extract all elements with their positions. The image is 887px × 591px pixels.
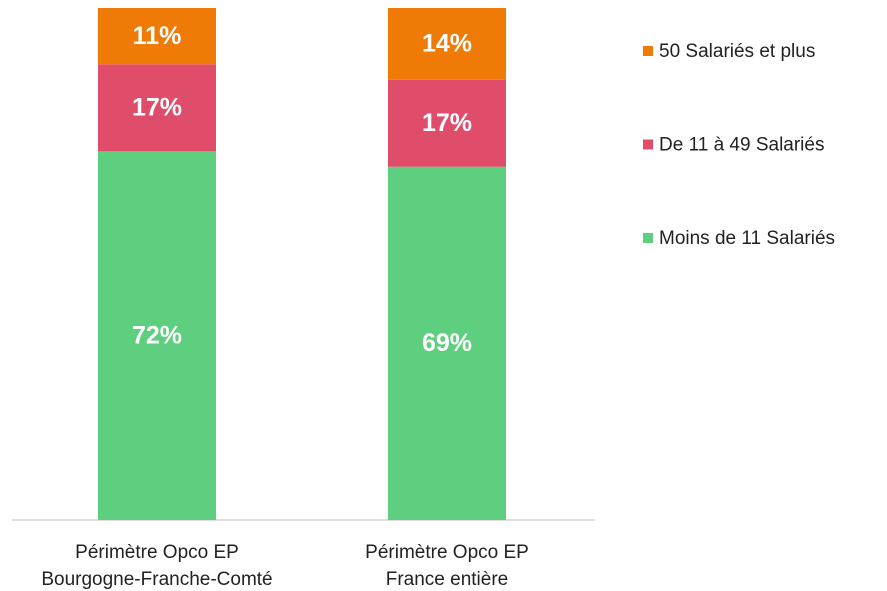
- bar-segment: [98, 64, 216, 152]
- x-tick-label: Bourgogne-Franche-Comté: [41, 569, 272, 590]
- legend-label: 50 Salariés et plus: [659, 41, 815, 62]
- bar-segment: [388, 79, 506, 167]
- legend-marker: [643, 233, 653, 243]
- x-tick-label: Périmètre Opco EP: [365, 542, 529, 563]
- x-tick-label: France entière: [386, 569, 509, 590]
- data-label: 14%: [422, 29, 472, 57]
- bar-segment: [98, 8, 216, 65]
- legend-label: De 11 à 49 Salariés: [659, 135, 824, 156]
- data-label: 17%: [132, 93, 182, 121]
- data-label: 11%: [133, 22, 182, 50]
- data-label: 69%: [422, 329, 472, 357]
- bar-segment: [388, 8, 506, 80]
- x-tick-label: Périmètre Opco EP: [75, 542, 239, 563]
- legend-marker: [643, 46, 653, 56]
- data-label: 17%: [422, 109, 472, 137]
- legend-label: Moins de 11 Salariés: [659, 228, 835, 249]
- data-label: 72%: [132, 321, 182, 349]
- legend-marker: [643, 139, 653, 150]
- bar-segment: [388, 166, 506, 520]
- bar-segment: [98, 151, 216, 521]
